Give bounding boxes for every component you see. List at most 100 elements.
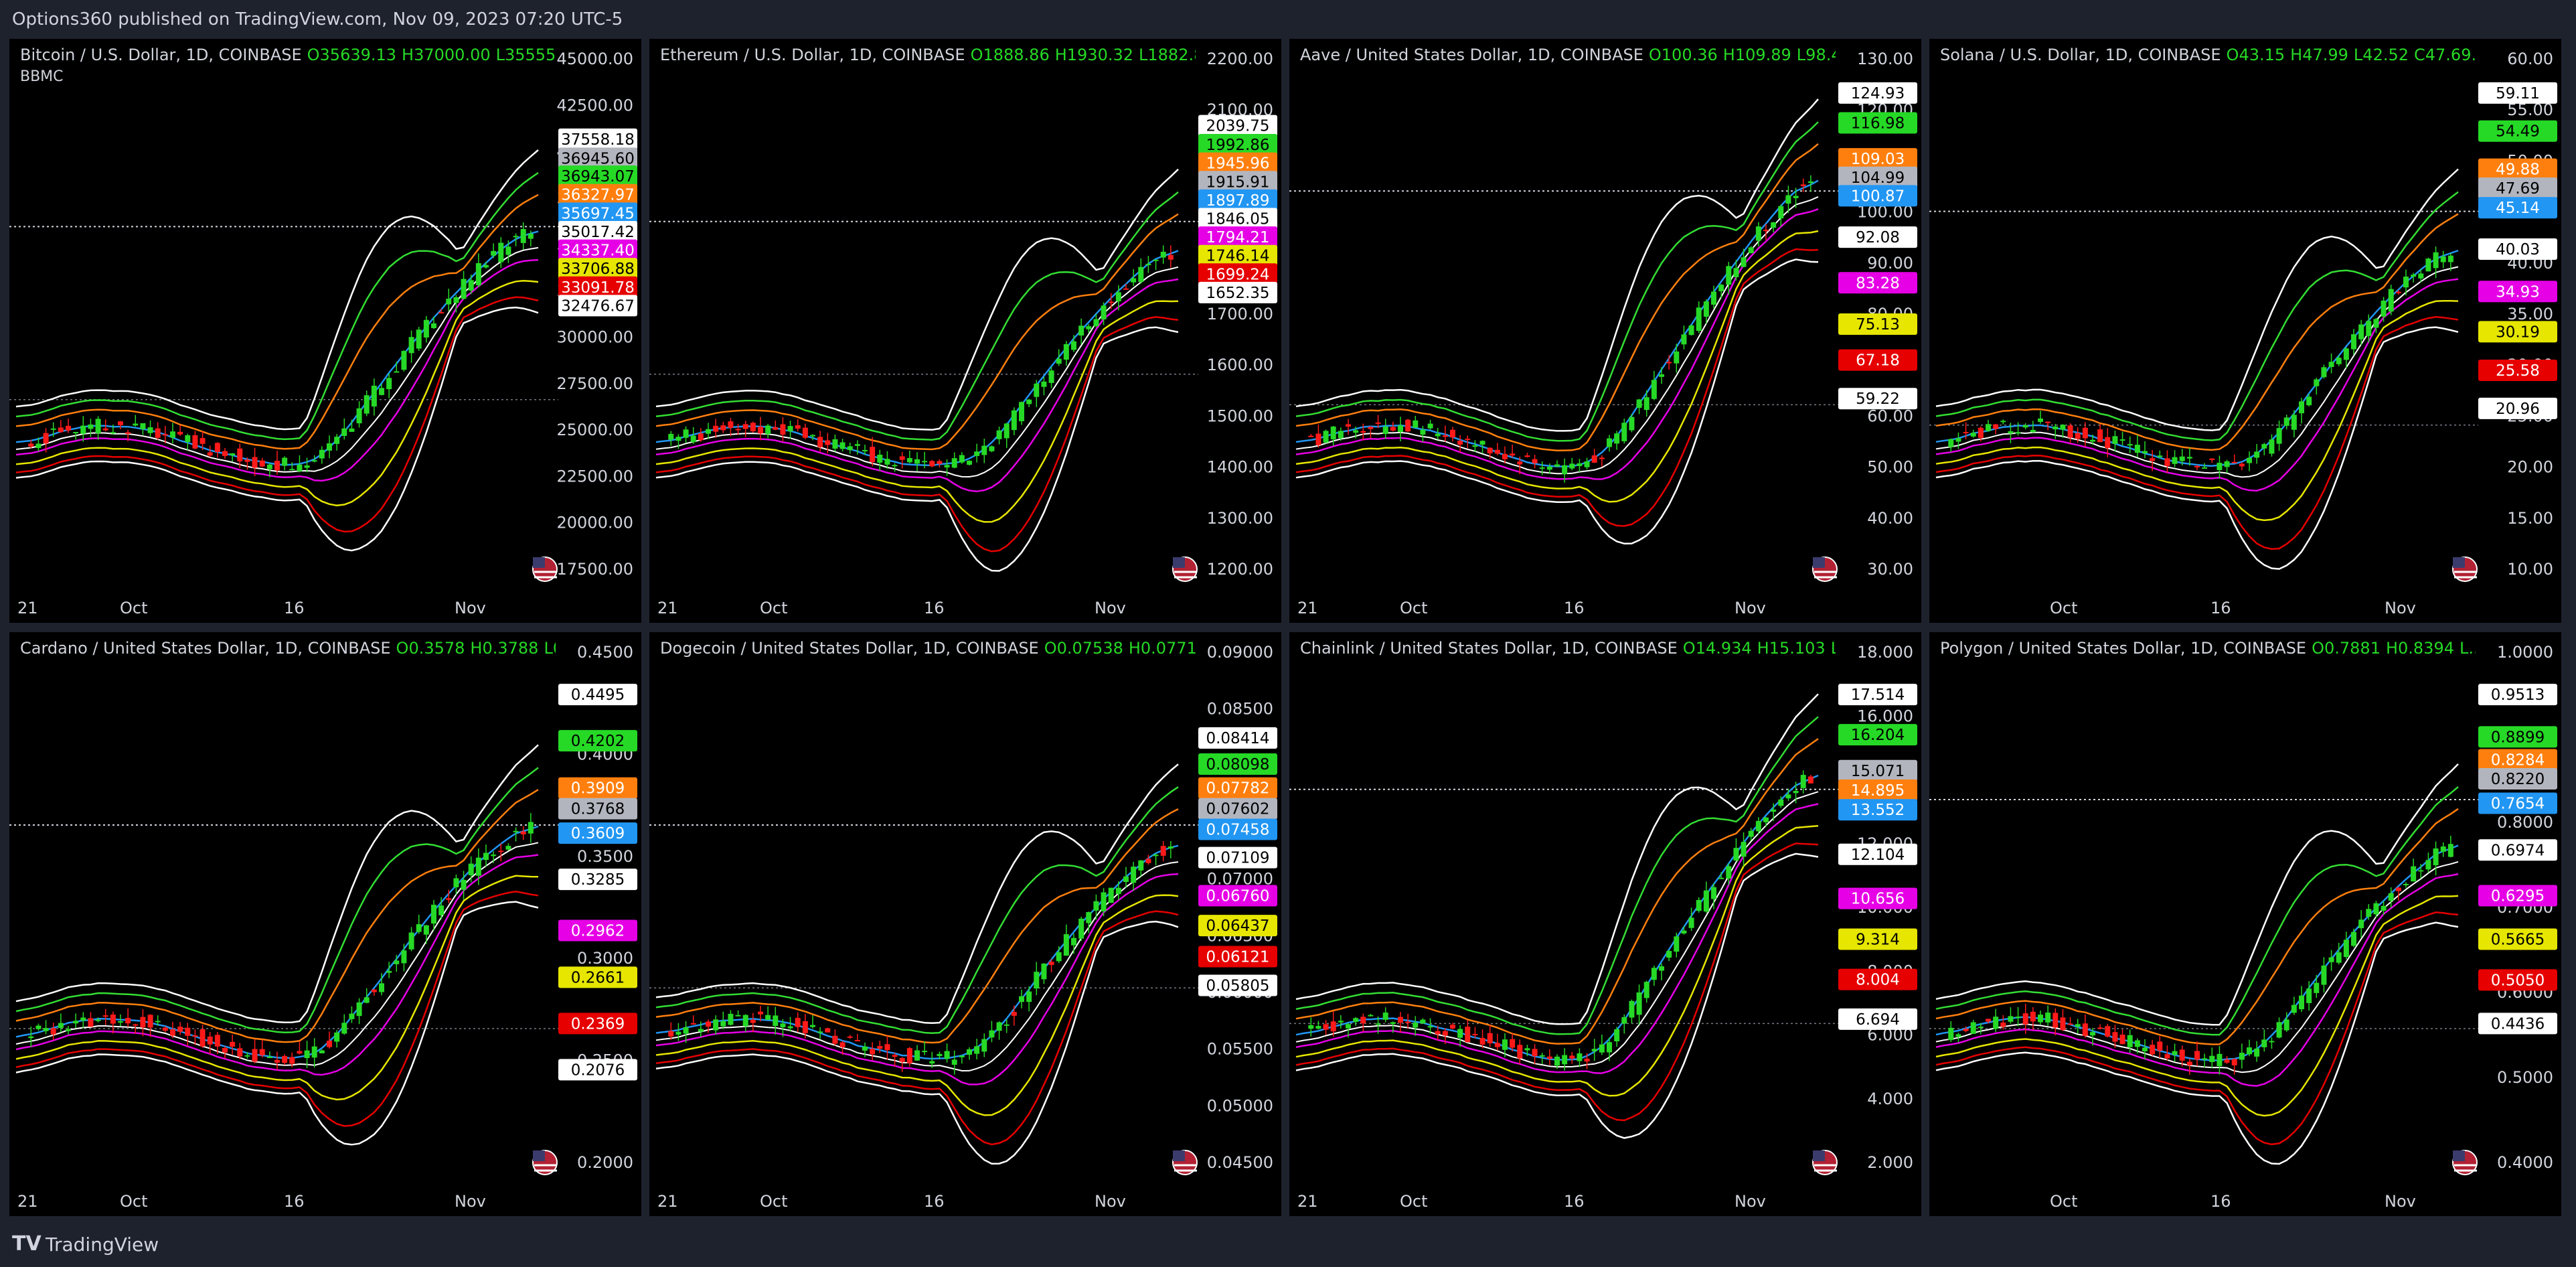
candle-body: [453, 878, 459, 887]
svg-text:0.8284: 0.8284: [2491, 752, 2545, 769]
symbol-title[interactable]: Ethereum / U.S. Dollar, 1D, COINBASE: [660, 46, 965, 64]
candle-body: [237, 1048, 243, 1057]
svg-text:0.2076: 0.2076: [571, 1061, 625, 1079]
ohlc-h: H109.89: [1722, 46, 1791, 64]
band-line-2: [1935, 191, 2459, 441]
candle-body: [1607, 438, 1612, 447]
x-tick-label: Nov: [2385, 599, 2416, 617]
y-tick-label: 1200.00: [1207, 560, 1273, 579]
candle-body: [386, 970, 392, 973]
chart-panel-4[interactable]: 60.0055.0050.0045.0040.0035.0030.0025.00…: [1929, 39, 2561, 623]
candle-body: [1450, 429, 1455, 438]
candle-body: [1718, 285, 1724, 291]
svg-text:0.05805: 0.05805: [1206, 978, 1269, 995]
us-flag-icon[interactable]: [1172, 1150, 1198, 1175]
price-label: 0.2661: [558, 966, 637, 988]
us-flag-icon[interactable]: [1172, 556, 1198, 582]
candle-body: [1978, 1027, 1984, 1029]
candle-body: [2119, 439, 2125, 441]
svg-text:0.6974: 0.6974: [2491, 842, 2545, 859]
candle-body: [787, 426, 793, 431]
symbol-title[interactable]: Cardano / United States Dollar, 1D, COIN…: [20, 639, 391, 658]
x-tick-label: 21: [657, 1192, 678, 1211]
us-flag-icon[interactable]: [1812, 1150, 1838, 1175]
candle-body: [668, 1031, 674, 1037]
price-label: 0.3285: [558, 869, 637, 891]
candle-body: [2134, 445, 2140, 453]
ohlc-h: H0.07713: [1128, 639, 1196, 658]
chart-panel-1[interactable]: 45000.0042500.0040000.0037500.0035000.00…: [9, 39, 641, 623]
candle-body: [2022, 425, 2028, 428]
candle-body: [832, 439, 838, 449]
chart-panel-2[interactable]: 2200.002100.002000.001900.001800.001700.…: [649, 39, 1281, 623]
candle-body: [498, 850, 504, 852]
symbol-title[interactable]: Solana / U.S. Dollar, 1D, COINBASE: [1940, 46, 2221, 64]
candle-body: [371, 989, 377, 992]
chart-panel-5[interactable]: 0.45000.40000.35000.30000.25000.200021Oc…: [9, 632, 641, 1216]
candle-body: [706, 429, 711, 434]
chart-title: Aave / United States Dollar, 1D, COINBAS…: [1300, 46, 1836, 64]
candle-body: [244, 1055, 250, 1057]
price-label: 0.07602: [1198, 798, 1277, 820]
candle-body: [2425, 258, 2431, 272]
candle-body: [1591, 455, 1597, 463]
chart-panel-7[interactable]: 18.00016.00014.00012.00010.0008.0006.000…: [1289, 632, 1921, 1216]
candle-body: [2254, 451, 2260, 458]
candle-body: [266, 1056, 272, 1058]
price-label: 0.07782: [1198, 777, 1277, 799]
chart-panel-8[interactable]: 1.00000.90000.80000.70000.60000.50000.40…: [1929, 632, 2561, 1216]
candle-body: [1479, 1037, 1485, 1045]
us-flag-icon[interactable]: [1812, 556, 1838, 582]
candle-body: [1726, 866, 1732, 879]
candle-body: [2112, 436, 2118, 444]
candle-body: [1078, 325, 1084, 336]
us-flag-icon[interactable]: [532, 1150, 558, 1175]
band-line-3: [15, 789, 539, 1043]
svg-text:100.87: 100.87: [1851, 188, 1905, 205]
svg-text:37558.18: 37558.18: [561, 131, 635, 149]
candle-body: [1651, 968, 1657, 980]
candle-body: [1338, 1021, 1344, 1023]
price-label: 36943.07: [558, 165, 637, 188]
candle-body: [379, 388, 384, 395]
tradingview-logo-icon[interactable]: TV: [12, 1232, 42, 1256]
us-flag-icon[interactable]: [2452, 556, 2478, 582]
candle-body: [2299, 995, 2304, 1010]
us-flag-icon[interactable]: [532, 556, 558, 582]
chart-panel-6[interactable]: 0.090000.085000.080000.075000.070000.065…: [649, 632, 1281, 1216]
symbol-title[interactable]: Aave / United States Dollar, 1D, COINBAS…: [1300, 46, 1643, 64]
candle-body: [1986, 1019, 1991, 1022]
indicator-label[interactable]: BBMC: [20, 68, 64, 85]
symbol-title[interactable]: Bitcoin / U.S. Dollar, 1D, COINBASE: [20, 46, 302, 64]
candle-body: [690, 1023, 696, 1025]
candle-body: [1993, 1017, 1999, 1029]
chart-panel-3[interactable]: 130.00120.00110.00100.0090.0080.0070.006…: [1289, 39, 1921, 623]
candle-body: [892, 1055, 898, 1057]
svg-text:59.22: 59.22: [1856, 390, 1900, 408]
candle-body: [2119, 1035, 2125, 1045]
tradingview-brand[interactable]: TradingView: [46, 1234, 159, 1256]
candle-body: [1360, 1017, 1366, 1024]
candle-body: [2224, 461, 2230, 467]
band-line-7: [15, 891, 539, 1127]
price-label: 0.06121: [1198, 946, 1277, 968]
symbol-title[interactable]: Chainlink / United States Dollar, 1D, CO…: [1300, 639, 1678, 658]
candle-body: [1450, 1025, 1455, 1029]
candle-body: [2060, 425, 2066, 430]
svg-text:1945.96: 1945.96: [1206, 155, 1269, 173]
svg-text:0.4495: 0.4495: [571, 686, 625, 704]
symbol-title[interactable]: Dogecoin / United States Dollar, 1D, COI…: [660, 639, 1039, 658]
candle-body: [431, 905, 436, 924]
candle-body: [304, 1050, 310, 1059]
candle-body: [177, 1027, 183, 1032]
x-tick-label: 16: [284, 1192, 305, 1211]
candle-body: [2440, 256, 2446, 263]
candle-body: [408, 932, 414, 950]
candle-body: [2291, 415, 2297, 430]
us-flag-icon[interactable]: [2452, 1150, 2478, 1175]
candle-body: [1375, 422, 1381, 424]
candle-body: [765, 425, 771, 435]
svg-text:30.19: 30.19: [2496, 323, 2540, 341]
x-tick-label: 16: [2210, 1192, 2231, 1211]
symbol-title[interactable]: Polygon / United States Dollar, 1D, COIN…: [1940, 639, 2307, 658]
